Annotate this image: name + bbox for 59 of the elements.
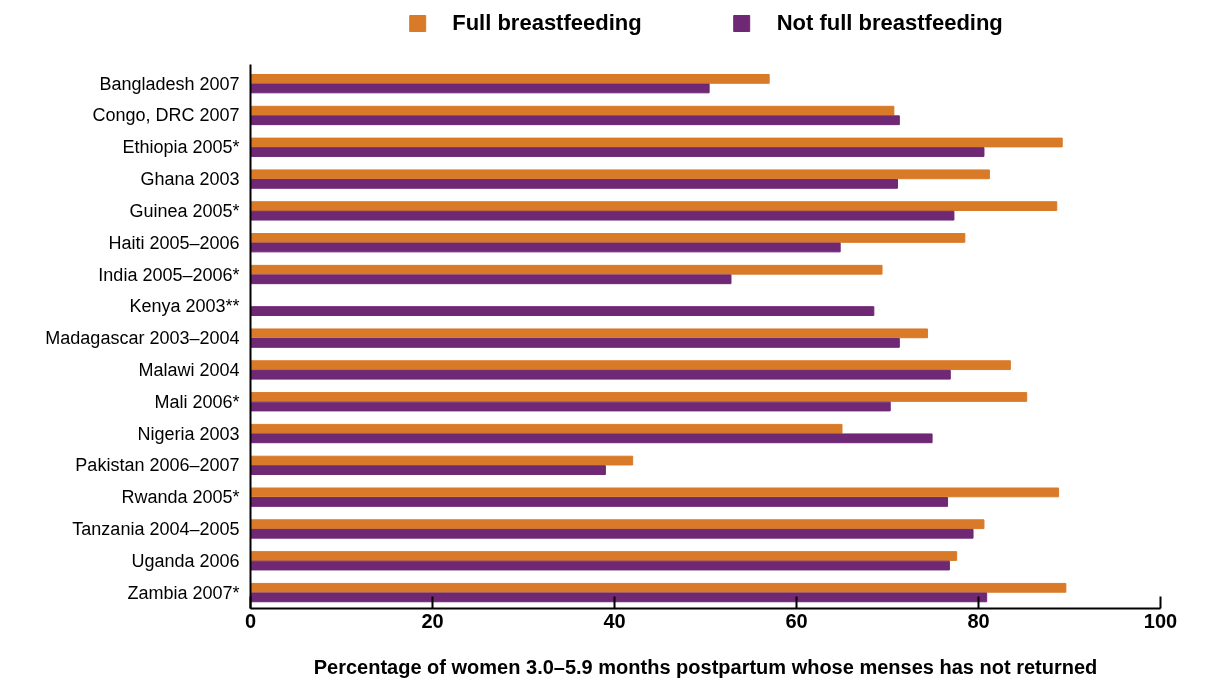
bar bbox=[250, 264, 883, 275]
y-tick-label: Nigeria 2003 bbox=[137, 423, 240, 444]
y-tick-label: Malawi 2004 bbox=[138, 359, 240, 380]
bar bbox=[250, 105, 895, 116]
bar bbox=[250, 306, 875, 316]
x-tick-label: 0 bbox=[244, 609, 257, 632]
bar bbox=[250, 465, 606, 476]
bar bbox=[250, 338, 900, 348]
legend-label: Not full breastfeeding bbox=[776, 10, 1003, 36]
y-tick-label: Congo, DRC 2007 bbox=[92, 105, 240, 126]
x-axis-title: Percentage of women 3.0–5.9 months postpartum whose menses has not returned bbox=[313, 655, 1098, 678]
y-tick-label: Uganda 2006 bbox=[131, 550, 240, 571]
y-tick-label: India 2005–2006* bbox=[98, 264, 240, 285]
y-tick-label: Bangladesh 2007 bbox=[99, 73, 240, 94]
y-tick-label: Haiti 2005–2006 bbox=[108, 232, 240, 253]
y-tick-label: Ethiopia 2005* bbox=[122, 137, 240, 158]
bar bbox=[250, 582, 1067, 593]
bar bbox=[250, 274, 732, 285]
y-tick-label: Madagascar 2003–2004 bbox=[45, 328, 240, 349]
bar bbox=[250, 360, 1011, 371]
bar bbox=[250, 233, 966, 243]
bar bbox=[250, 115, 900, 126]
bar bbox=[250, 83, 710, 94]
bar bbox=[250, 528, 974, 539]
bar bbox=[250, 242, 841, 253]
bar bbox=[250, 560, 950, 571]
x-tick-label: 80 bbox=[967, 609, 990, 632]
x-tick-label: 20 bbox=[421, 609, 444, 632]
bar bbox=[250, 551, 958, 561]
y-tick-label: Pakistan 2006–2007 bbox=[75, 455, 240, 476]
legend-label: Full breastfeeding bbox=[452, 10, 642, 36]
y-tick-label: Rwanda 2005* bbox=[121, 487, 240, 508]
bar bbox=[250, 369, 951, 380]
bar bbox=[250, 392, 1028, 402]
bar bbox=[250, 497, 949, 507]
bar bbox=[250, 74, 770, 84]
bar bbox=[250, 401, 891, 412]
bar bbox=[250, 592, 988, 603]
bar bbox=[250, 210, 955, 221]
x-tick-label: 40 bbox=[603, 609, 626, 632]
y-tick-label: Ghana 2003 bbox=[140, 169, 240, 190]
bar bbox=[250, 433, 933, 444]
bar bbox=[250, 455, 634, 466]
y-tick-label: Mali 2006* bbox=[154, 391, 240, 412]
bar bbox=[250, 328, 929, 339]
y-tick-label: Guinea 2005* bbox=[129, 200, 240, 221]
x-tick-label: 100 bbox=[1143, 609, 1178, 632]
bar bbox=[250, 423, 843, 434]
y-tick-label: Zambia 2007* bbox=[127, 582, 240, 603]
y-tick-label: Kenya 2003** bbox=[129, 296, 240, 317]
y-tick-label: Tanzania 2004–2005 bbox=[72, 518, 240, 539]
bar bbox=[250, 178, 899, 189]
bar bbox=[250, 201, 1058, 212]
bar bbox=[250, 169, 990, 180]
bar bbox=[250, 519, 985, 530]
x-tick-label: 60 bbox=[785, 609, 808, 632]
bar bbox=[250, 147, 985, 157]
bar bbox=[250, 137, 1063, 148]
bar bbox=[250, 487, 1060, 498]
